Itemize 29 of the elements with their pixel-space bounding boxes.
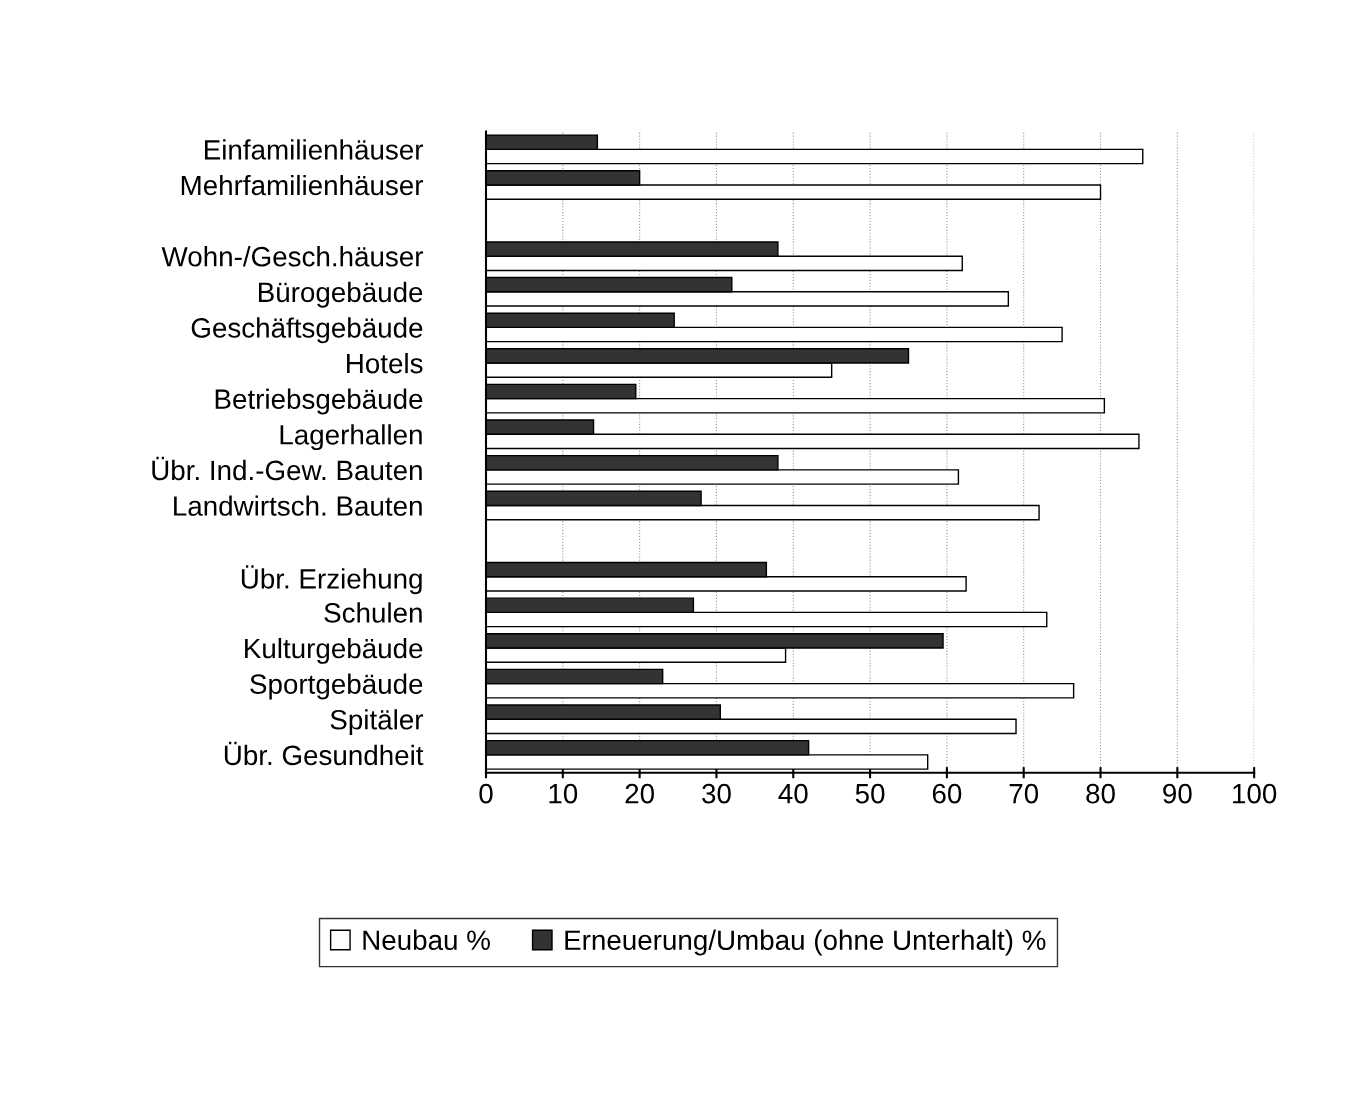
x-tick-label: 50 bbox=[855, 783, 885, 804]
x-tick-label: 40 bbox=[778, 783, 808, 804]
x-tick-label: 80 bbox=[1086, 783, 1115, 804]
y-tick-label: Übr. Ind.-Gew. Bauten bbox=[152, 456, 422, 481]
y-tick-label: Spitäler bbox=[330, 709, 424, 736]
x-tick-label: 60 bbox=[932, 783, 962, 804]
y-tick-label: Hotels bbox=[347, 352, 423, 374]
y-tick-label: Geschäftsgebäude bbox=[191, 317, 423, 344]
y-tick-label: Bürogebäude bbox=[258, 281, 423, 308]
x-tick-label: 10 bbox=[549, 783, 578, 804]
y-tick-label: Übr. Gesundheit bbox=[224, 741, 424, 766]
y-tick-label: Landwirtsch. Bauten bbox=[174, 495, 422, 516]
x-tick-label: 90 bbox=[1163, 783, 1192, 804]
y-tick-label: Sportgebäude bbox=[250, 673, 423, 700]
y-tick-label: Einfamilienhäuser bbox=[204, 139, 424, 160]
x-tick-label: 0 bbox=[479, 783, 493, 804]
legend-label: Neubau % bbox=[363, 929, 490, 951]
y-tick-label: Betriebsgebäude bbox=[215, 388, 423, 415]
y-tick-label: Übr. Erziehung bbox=[241, 565, 422, 595]
x-tick-label: 30 bbox=[702, 783, 731, 804]
legend-label: Erneuerung/Umbau (ohne Unterhalt) % bbox=[565, 929, 1046, 956]
y-tick-label: Mehrfamilienhäuser bbox=[181, 174, 424, 196]
y-tick-label: Wohn-/Gesch.häuser bbox=[161, 246, 424, 267]
x-tick-label: 70 bbox=[1009, 783, 1039, 804]
x-tick-label: 100 bbox=[1233, 783, 1277, 804]
x-tick-label: 20 bbox=[625, 783, 654, 804]
y-tick-label: Lagerhallen bbox=[280, 424, 422, 451]
y-tick-label: Kulturgebäude bbox=[245, 637, 423, 664]
y-tick-label: Schulen bbox=[324, 602, 422, 623]
